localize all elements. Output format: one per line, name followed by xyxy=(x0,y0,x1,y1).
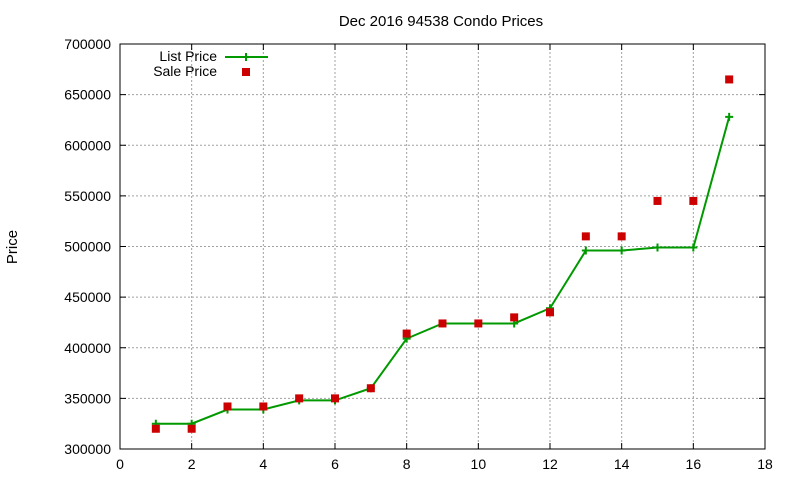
legend-label-list-price: List Price xyxy=(159,48,217,64)
y-tick-label: 700000 xyxy=(64,36,111,52)
legend-marker-sale-price xyxy=(242,68,250,76)
list-price-point xyxy=(581,246,590,255)
list-price-point xyxy=(653,243,662,252)
x-tick-label: 6 xyxy=(331,456,339,472)
legend-marker-list-price xyxy=(242,53,250,61)
y-tick-label: 600000 xyxy=(64,137,111,153)
x-tick-label: 8 xyxy=(403,456,411,472)
sale-price-point xyxy=(366,384,375,393)
sale-price-point xyxy=(259,402,268,411)
y-axis-label: Price xyxy=(4,230,21,264)
y-tick-label: 550000 xyxy=(64,188,111,204)
sale-price-point xyxy=(689,196,698,205)
series-layer xyxy=(151,75,734,433)
sale-price-point xyxy=(617,232,626,241)
sale-price-point xyxy=(546,308,554,317)
legend-label-sale-price: Sale Price xyxy=(153,63,217,79)
legend: List Price Sale Price xyxy=(153,48,268,79)
chart-title: Dec 2016 94538 Condo Prices xyxy=(339,13,543,30)
sale-price-point xyxy=(581,232,590,241)
x-tick-label: 18 xyxy=(757,456,773,472)
sale-price-point xyxy=(331,394,339,403)
sale-price-point xyxy=(223,402,232,411)
sale-price-point xyxy=(725,75,734,84)
series-line-list-price xyxy=(155,116,731,425)
x-tick-label: 14 xyxy=(614,456,630,472)
sale-price-point xyxy=(402,329,411,338)
sale-price-point xyxy=(295,394,304,403)
x-tick-label: 10 xyxy=(471,456,487,472)
y-tick-label: 500000 xyxy=(64,239,111,255)
x-tick-label: 0 xyxy=(116,456,124,472)
sale-price-point xyxy=(187,424,196,433)
list-price-point xyxy=(689,243,698,252)
x-tick-label: 2 xyxy=(188,456,196,472)
grid xyxy=(120,44,765,449)
x-tick-label: 4 xyxy=(259,456,267,472)
plot-frame xyxy=(119,43,766,450)
sale-price-point xyxy=(474,319,483,328)
y-tick-label: 650000 xyxy=(64,87,111,103)
y-tick-label: 450000 xyxy=(64,289,111,305)
sale-price-point xyxy=(151,424,160,433)
list-price-point xyxy=(725,112,734,121)
sale-price-point xyxy=(510,313,519,322)
x-tick-label: 16 xyxy=(686,456,702,472)
y-tick-label: 350000 xyxy=(64,390,111,406)
y-tick-label: 400000 xyxy=(64,340,111,356)
x-tick-label: 12 xyxy=(542,456,558,472)
sale-price-point xyxy=(653,196,662,205)
sale-price-point xyxy=(438,319,447,328)
list-price-point xyxy=(617,246,626,255)
axis-ticks: 0 2 4 6 8 10 12 14 16 18 300000 350000 400000 450000 5… xyxy=(64,36,773,472)
y-tick-label: 300000 xyxy=(64,441,111,457)
